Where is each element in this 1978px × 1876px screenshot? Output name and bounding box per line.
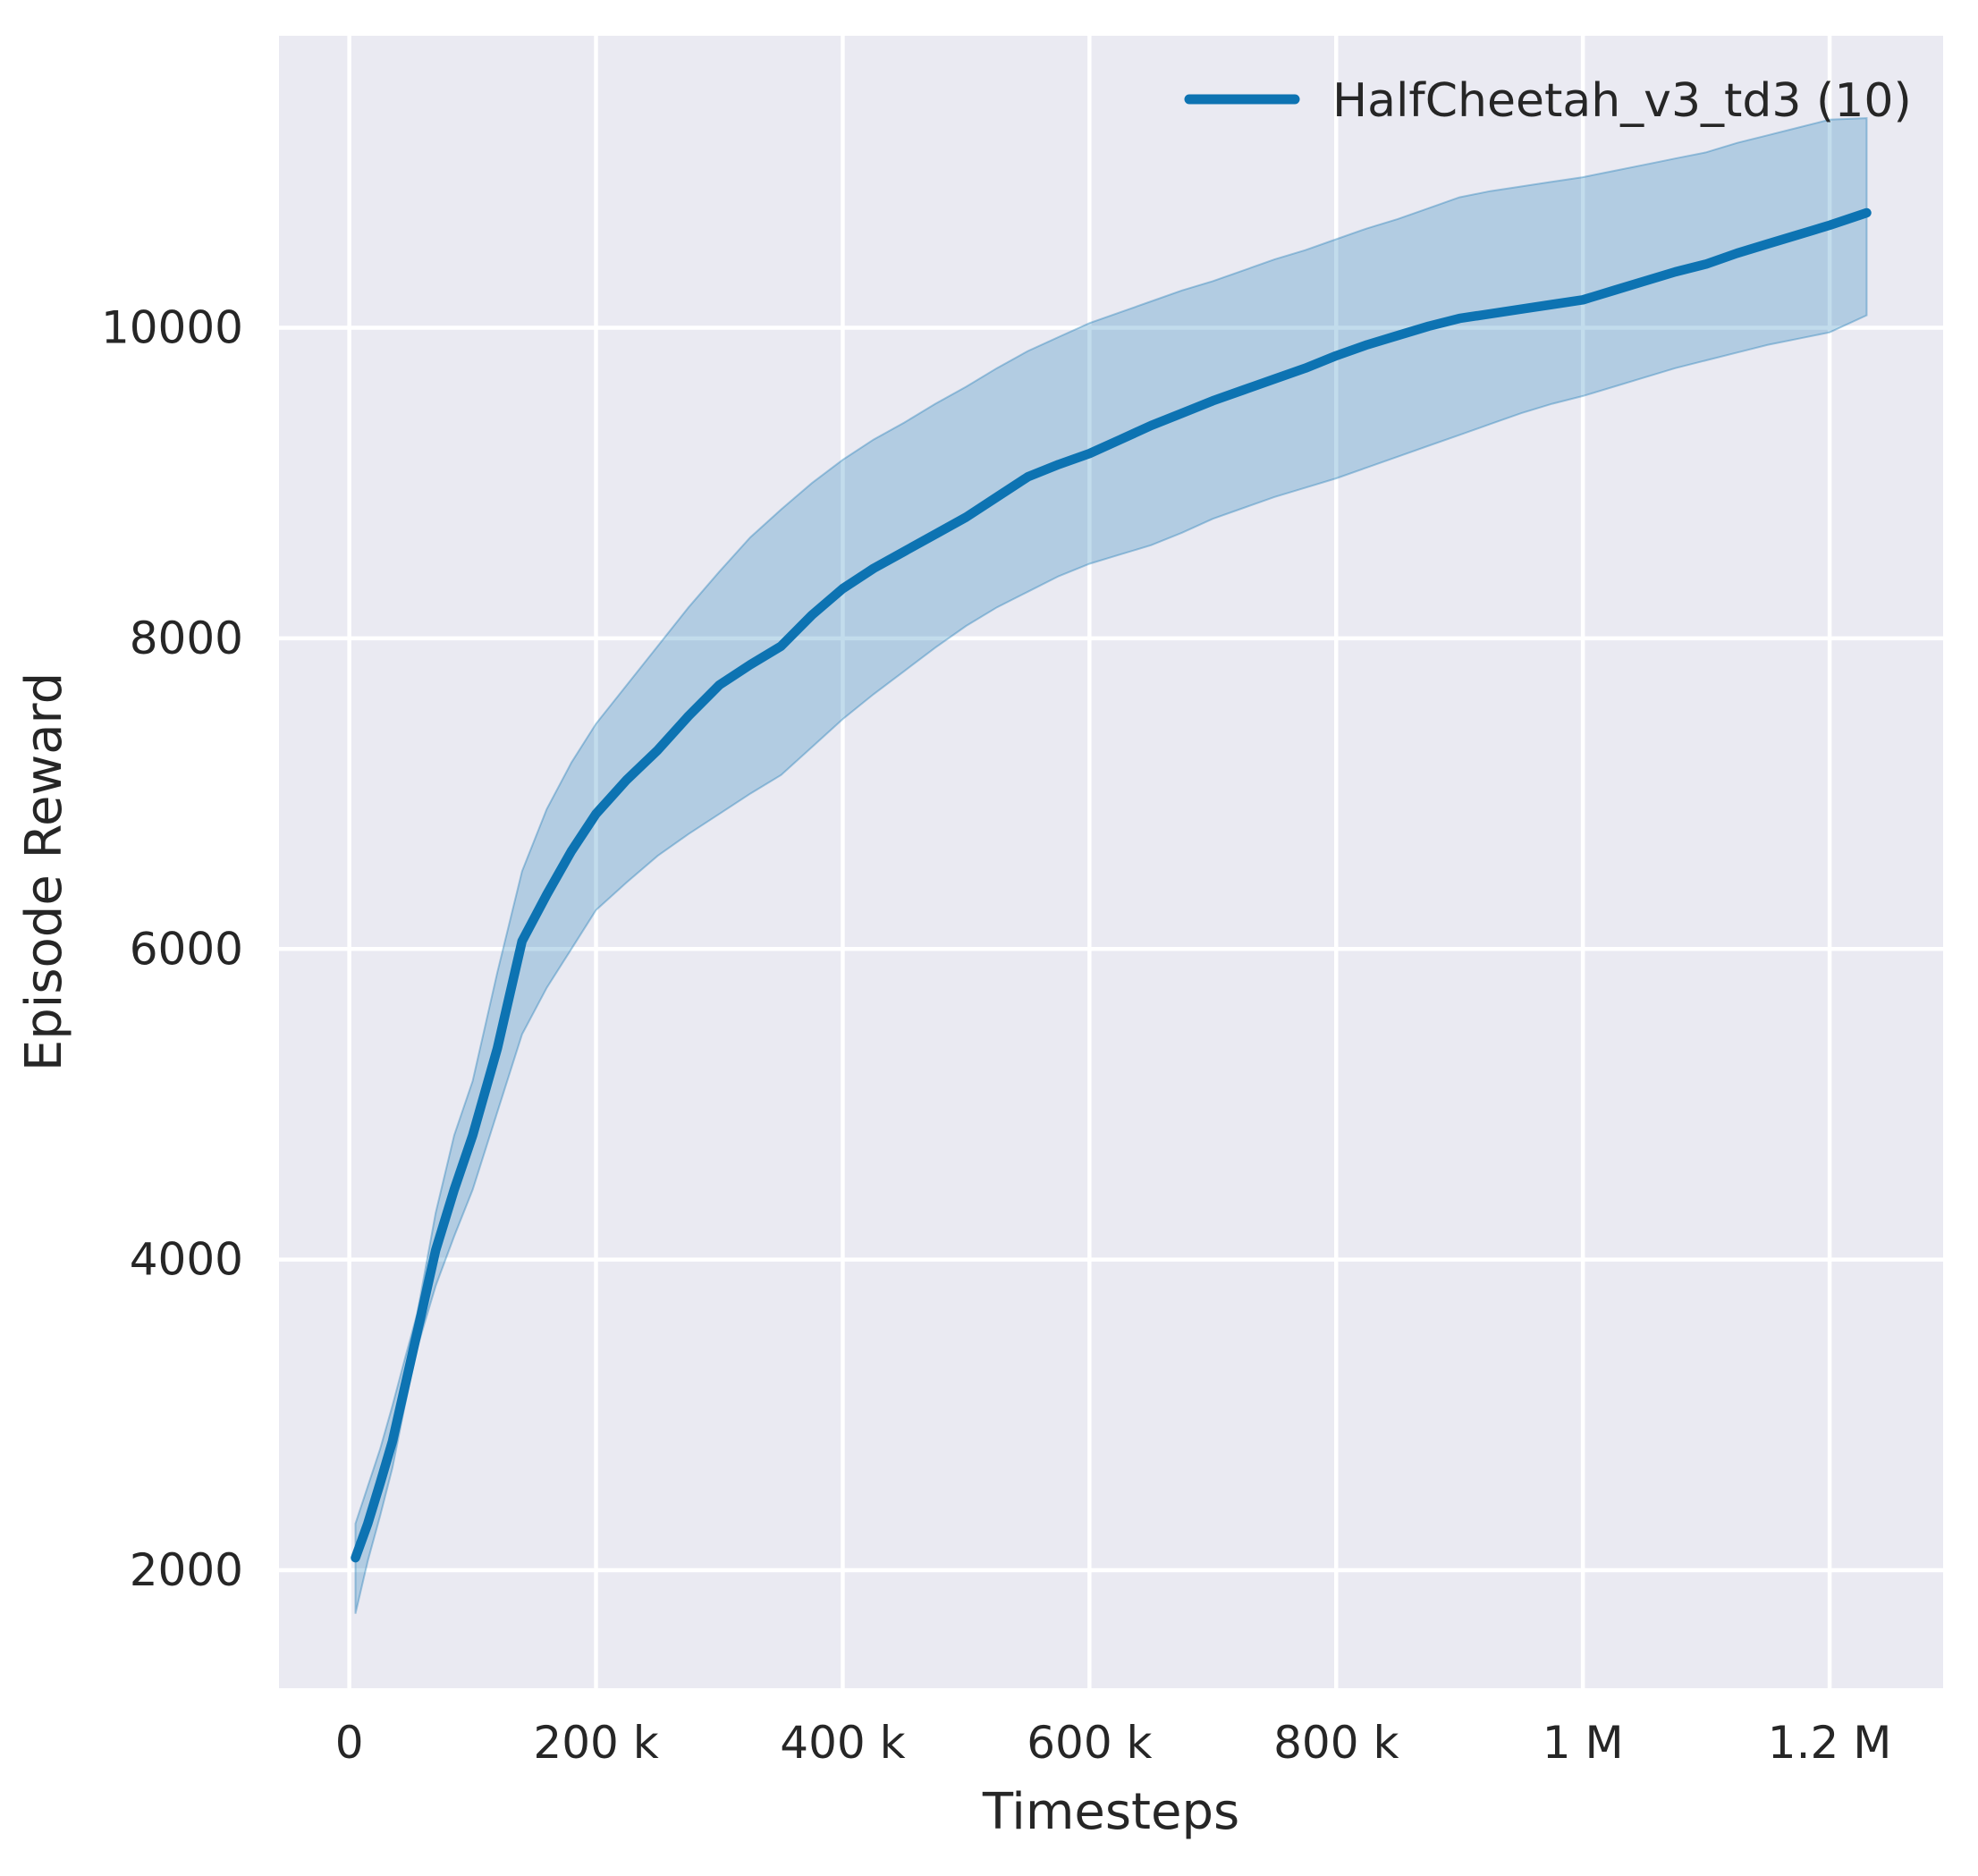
y-tick-labels: 2000 4000 6000 8000 10000 (101, 302, 243, 1596)
x-tick-label: 1.2 M (1768, 1717, 1892, 1769)
legend-series-label: HalfCheetah_v3_td3 (10) (1332, 74, 1912, 128)
x-tick-label: 400 k (780, 1717, 905, 1769)
y-axis-label: Episode Reward (15, 672, 73, 1071)
gridlines (279, 36, 1943, 1688)
x-tick-label: 800 k (1273, 1717, 1399, 1769)
y-tick-label: 10000 (101, 302, 243, 354)
x-tick-label: 1 M (1543, 1717, 1624, 1769)
x-tick-label: 200 k (533, 1717, 658, 1769)
y-tick-label: 6000 (130, 923, 243, 975)
y-tick-label: 8000 (130, 613, 243, 664)
mean-line (351, 207, 1872, 1563)
plot-area-background (279, 36, 1943, 1688)
y-tick-label: 2000 (130, 1544, 243, 1596)
x-tick-label: 600 k (1027, 1717, 1152, 1769)
y-tick-label: 4000 (130, 1234, 243, 1286)
x-tick-label: 0 (335, 1717, 364, 1769)
confidence-band (354, 117, 1868, 1614)
x-axis-label: Timesteps (982, 1783, 1239, 1841)
x-tick-labels: 0 200 k 400 k 600 k 800 k 1 M 1.2 M (335, 1717, 1892, 1769)
legend: HalfCheetah_v3_td3 (10) (1184, 74, 1912, 128)
